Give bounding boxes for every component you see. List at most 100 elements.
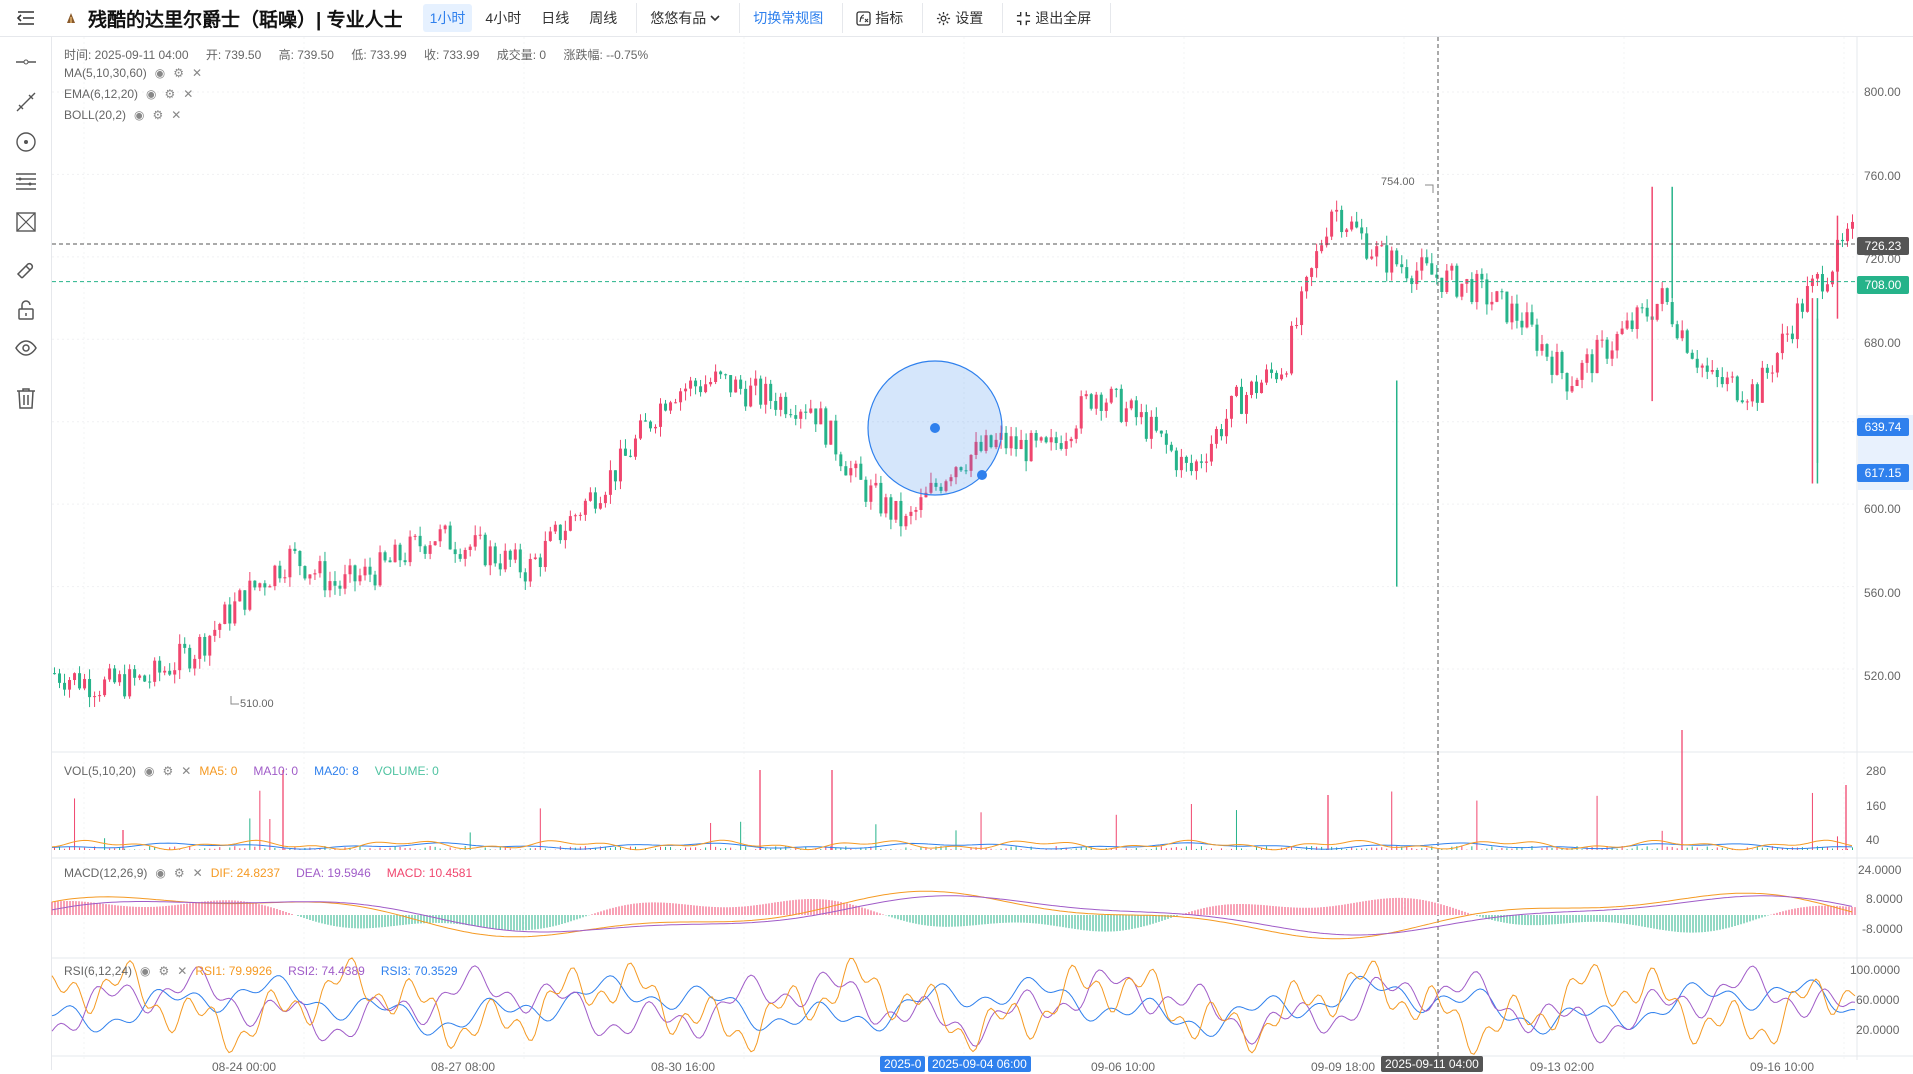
candle-body (669, 402, 673, 411)
close-icon[interactable]: ✕ (183, 87, 194, 101)
switch-chart-button[interactable]: 切换常规图 (753, 10, 824, 26)
candle-body (123, 674, 127, 697)
candle-body (488, 546, 492, 566)
circle-draw-icon[interactable] (13, 129, 39, 155)
candle-body (759, 378, 763, 405)
eye-off-icon[interactable]: ◉ (140, 964, 151, 978)
candle-body (548, 531, 552, 541)
shape-draw-icon[interactable] (13, 209, 39, 235)
candle-body (443, 525, 447, 530)
candle-body (1330, 211, 1334, 237)
candle-body (1695, 358, 1699, 368)
platform-dropdown[interactable]: 悠悠有品 (643, 4, 727, 32)
exit-fullscreen-icon (1017, 11, 1031, 25)
settings-button[interactable]: 设置 (929, 4, 990, 32)
candle-body (103, 679, 107, 696)
gear-icon[interactable]: ⚙ (173, 866, 185, 880)
macd-value: MACD: 10.4581 (386, 866, 473, 880)
candle-body (648, 421, 652, 429)
period-day-button[interactable]: 日线 (541, 10, 570, 26)
gear-icon[interactable]: ⚙ (164, 87, 176, 101)
eye-icon[interactable]: ◉ (134, 108, 145, 122)
candle-body (143, 675, 147, 682)
platform-label: 悠悠有品 (650, 10, 707, 26)
indicators-label: 指标 (875, 10, 904, 26)
candle-body (989, 435, 993, 448)
gear-icon[interactable]: ⚙ (152, 108, 164, 122)
candle-body (343, 574, 347, 589)
period-4h-button[interactable]: 4小时 (485, 10, 522, 26)
close-icon[interactable]: ✕ (177, 964, 188, 978)
gear-icon[interactable]: ⚙ (173, 66, 184, 80)
candle-body (338, 585, 342, 589)
candle-body (1555, 351, 1559, 375)
horizontal-line-icon[interactable] (13, 49, 39, 75)
trend-line-icon[interactable] (13, 89, 39, 115)
candle-body (1149, 416, 1153, 439)
close-icon[interactable]: ✕ (171, 108, 182, 122)
candle-body (333, 581, 337, 586)
candle-body (1084, 394, 1088, 397)
candle-body (228, 604, 232, 624)
eye-off-icon[interactable]: ◉ (144, 764, 155, 778)
candle-body (1049, 437, 1053, 443)
candle-body (1490, 301, 1494, 305)
x-axis-label: 09-09 18:00 (1311, 1060, 1376, 1074)
gear-icon[interactable]: ⚙ (158, 964, 170, 978)
candle-body (1450, 265, 1454, 271)
candle-body (288, 548, 292, 578)
price-axis-label: 680.00 (1864, 336, 1901, 350)
candle-body (563, 530, 567, 541)
candle-body (1355, 221, 1359, 228)
candle-body (814, 408, 818, 425)
candle-body (1345, 229, 1349, 233)
high-marker (1425, 184, 1434, 193)
candle-body (1705, 365, 1709, 372)
candle-body (1610, 350, 1614, 359)
candle-body (263, 583, 267, 588)
candle-body (1124, 408, 1128, 422)
candle-body (1189, 462, 1193, 472)
menu-toggle-button[interactable] (0, 0, 52, 37)
item-title-text: 残酷的达里尔爵士（聒噪）| 专业人士 (88, 9, 403, 31)
close-icon[interactable]: ✕ (191, 66, 203, 80)
indicators-button[interactable]: 指标 (849, 4, 910, 32)
low-marker (230, 696, 239, 705)
eye-icon[interactable] (13, 335, 39, 361)
x-tag-circle: 2025-09-04 06:00 (928, 1056, 1031, 1072)
lock-icon[interactable] (13, 297, 39, 323)
eye-icon[interactable]: ◉ (154, 66, 166, 80)
candle-body (138, 675, 142, 678)
candle-body (1840, 239, 1844, 242)
fib-lines-icon[interactable] (13, 169, 39, 195)
eye-icon[interactable]: ◉ (146, 87, 157, 101)
candle-body (543, 540, 547, 568)
period-week-button[interactable]: 周线 (589, 10, 618, 26)
candle-body (929, 482, 933, 493)
eye-off-icon[interactable]: ◉ (155, 866, 166, 880)
trash-icon[interactable] (13, 385, 39, 411)
period-1h-button[interactable]: 1小时 (422, 4, 473, 32)
gear-icon[interactable]: ⚙ (162, 764, 174, 778)
candle-body (1390, 250, 1394, 273)
candle-body (1670, 302, 1674, 325)
candle-body (1835, 239, 1839, 272)
candle-body (864, 479, 868, 502)
price-axis-label: 800.00 (1864, 85, 1901, 99)
candle-body (273, 565, 277, 587)
exit-fullscreen-button[interactable]: 退出全屏 (1009, 4, 1098, 32)
candle-body (1089, 394, 1093, 409)
ohlc-change: 涨跌幅: --0.75% (563, 48, 649, 62)
candle-body (1620, 328, 1624, 334)
candle-body (914, 509, 918, 512)
candle-body (1800, 303, 1804, 312)
vol-axis-label: 40 (1866, 833, 1880, 847)
close-icon[interactable]: ✕ (181, 764, 192, 778)
candle-body (1094, 394, 1098, 409)
candle-body (118, 674, 122, 683)
candle-body (1004, 432, 1008, 449)
close-icon[interactable]: ✕ (192, 866, 203, 880)
magnet-icon[interactable] (13, 257, 39, 283)
toolbar-divider (922, 3, 924, 33)
candle-body (779, 396, 783, 410)
